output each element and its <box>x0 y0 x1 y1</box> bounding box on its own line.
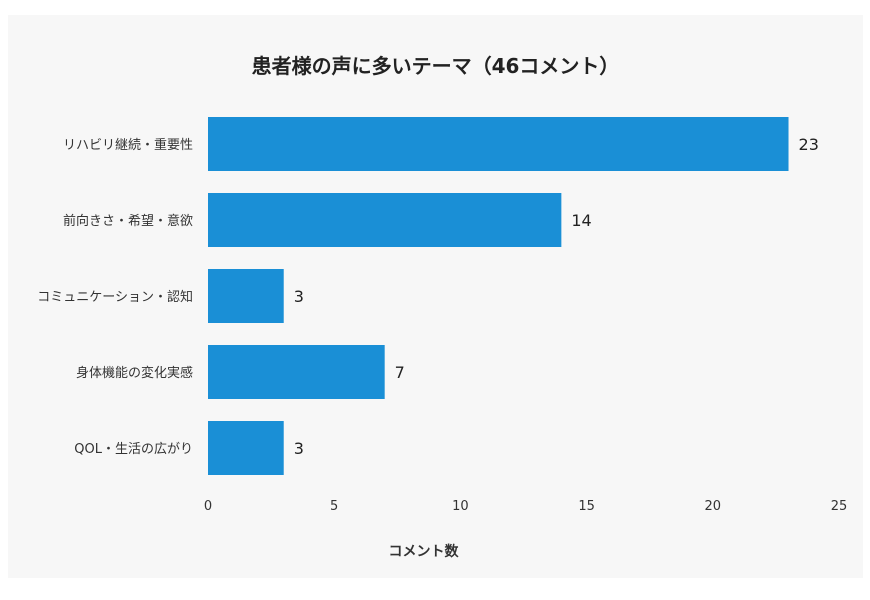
bar <box>208 269 284 323</box>
bar <box>208 345 385 399</box>
chart-panel <box>8 15 863 578</box>
bar <box>208 117 789 171</box>
data-label: 7 <box>395 363 405 382</box>
data-label: 23 <box>799 135 819 154</box>
data-label: 14 <box>571 211 591 230</box>
x-axis-title: コメント数 <box>389 543 460 560</box>
data-label: 3 <box>294 287 304 306</box>
bar <box>208 421 284 475</box>
category-label: リハビリ継続・重要性 <box>63 137 193 153</box>
x-tick-label: 15 <box>578 499 595 514</box>
category-label: コミュニケーション・認知 <box>37 289 193 305</box>
category-label: QOL・生活の広がり <box>74 442 193 457</box>
bar <box>208 193 562 247</box>
x-tick-label: 25 <box>831 499 848 514</box>
category-label: 前向きさ・希望・意欲 <box>63 213 193 229</box>
category-label: 身体機能の変化実感 <box>76 365 193 381</box>
x-tick-label: 0 <box>204 499 212 514</box>
chart-title: 患者様の声に多いテーマ（46コメント） <box>251 54 620 78</box>
x-tick-label: 10 <box>452 499 469 514</box>
data-label: 3 <box>294 439 304 458</box>
x-tick-label: 5 <box>330 499 338 514</box>
x-tick-label: 20 <box>705 499 722 514</box>
